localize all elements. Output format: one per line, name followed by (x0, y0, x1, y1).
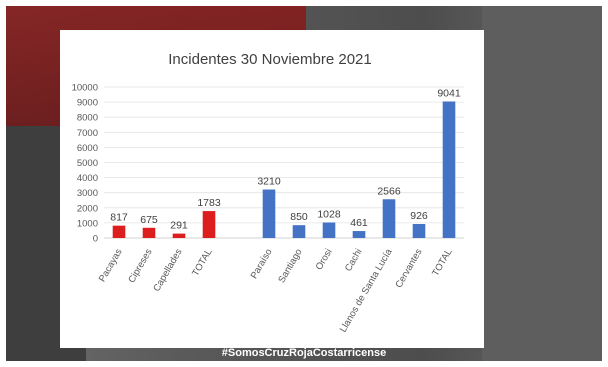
x-tick-label: TOTAL (190, 247, 214, 278)
y-tick-label: 8000 (77, 113, 98, 124)
bar (442, 101, 456, 239)
bar (172, 233, 186, 238)
y-tick-label: 6000 (77, 143, 98, 154)
y-tick-label: 9000 (77, 98, 98, 109)
bar (202, 211, 216, 238)
data-label: 817 (110, 212, 128, 224)
x-tick-label: Llanos de Santa Lucía (338, 246, 395, 334)
chart-slide: Incidentes 30 Noviembre 2021 0 1000 2000 30… (60, 30, 484, 348)
y-tick-label: 4000 (77, 173, 98, 184)
y-tick-label: 2000 (77, 203, 98, 214)
data-label: 9041 (437, 87, 461, 99)
data-label: 1783 (197, 197, 221, 209)
bar (142, 227, 156, 238)
x-tick-label: Capellades (151, 247, 184, 294)
x-tick-label: Santiago (276, 247, 304, 285)
hashtag-caption: #SomosCruzRojaCostarricense (221, 347, 387, 359)
x-tick-label: Cipreses (126, 247, 154, 285)
y-tick-label: 10000 (72, 83, 98, 94)
y-tick-label: 1000 (77, 218, 98, 229)
bar (322, 222, 336, 238)
data-label: 850 (290, 211, 308, 223)
background-right-area (482, 6, 602, 361)
data-label: 2566 (377, 185, 401, 197)
x-tick-label: Orosi (314, 247, 335, 272)
y-tick-label: 5000 (77, 158, 98, 169)
data-label: 461 (350, 217, 368, 229)
x-tick-label: Paraíso (249, 247, 275, 281)
data-label: 926 (410, 210, 428, 222)
data-label: 675 (140, 214, 158, 226)
bar (262, 189, 276, 238)
data-label: 3210 (257, 176, 281, 188)
y-tick-label: 7000 (77, 128, 98, 139)
bar (292, 225, 306, 238)
y-tick-label: 3000 (77, 188, 98, 199)
y-tick-label: 0 (93, 234, 98, 245)
bar (112, 225, 126, 238)
data-label: 291 (170, 220, 188, 232)
bar (352, 231, 366, 238)
x-tick-label: TOTAL (430, 247, 454, 278)
x-tick-label: Cachi (343, 247, 365, 274)
chart-title: Incidentes 30 Noviembre 2021 (168, 51, 371, 68)
data-label: 1028 (317, 208, 341, 220)
incidentes-chart: Incidentes 30 Noviembre 2021 0 1000 2000 30… (72, 51, 464, 334)
x-tick-label: Pacayas (97, 247, 125, 284)
x-tick-label: Cervantes (393, 247, 424, 290)
bar (382, 199, 396, 238)
bar (412, 224, 426, 238)
